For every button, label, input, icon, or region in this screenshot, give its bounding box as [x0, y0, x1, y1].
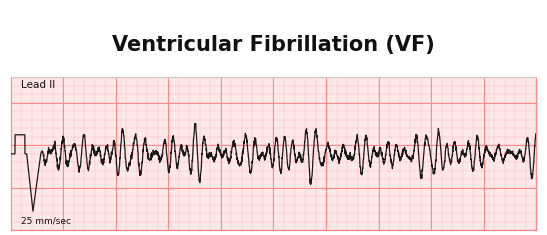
Text: Ventricular Fibrillation (VF): Ventricular Fibrillation (VF) [112, 35, 435, 55]
Text: 25 mm/sec: 25 mm/sec [21, 217, 72, 226]
Text: Lead II: Lead II [21, 80, 56, 90]
